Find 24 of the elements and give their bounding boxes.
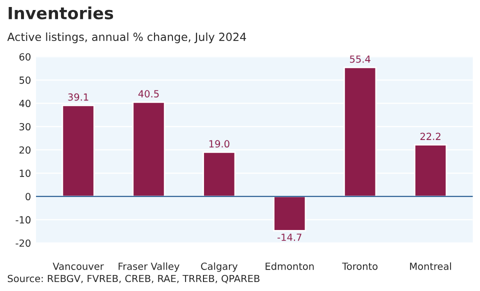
data-label: -14.7 xyxy=(278,234,302,241)
y-tick-label: 0 xyxy=(26,192,30,200)
chart-subtitle: Active listings, annual % change, July 2024 xyxy=(7,32,246,44)
chart-title: Inventories xyxy=(8,6,114,20)
y-tick-label: -10 xyxy=(16,216,30,224)
y-tick-label: 10 xyxy=(20,170,30,177)
data-label: 55.4 xyxy=(350,56,370,63)
x-tick-label: Toronto xyxy=(342,262,378,270)
x-tick-label: Vancouver xyxy=(52,262,104,270)
y-tick-label: 40 xyxy=(19,100,30,108)
data-label: 40.5 xyxy=(138,90,159,98)
source-note: Source: REBGV, FVREB, CREB, RAE, TRREB, QPAREB xyxy=(8,274,260,284)
x-tick-label: Fraser Valley xyxy=(118,262,180,272)
y-tick-label: 20 xyxy=(19,146,30,154)
data-label: 22.2 xyxy=(420,132,440,140)
x-tick-label: Edmonton xyxy=(266,262,314,270)
x-tick-label: Montreal xyxy=(410,262,451,270)
data-label: 19.0 xyxy=(209,140,230,148)
y-tick-label: 30 xyxy=(20,123,30,130)
x-tick-label: Calgary xyxy=(201,262,238,272)
y-tick-label: -20 xyxy=(16,239,30,247)
y-tick-label: 50 xyxy=(20,76,30,84)
data-label: 39.1 xyxy=(68,93,88,101)
y-tick-label: 60 xyxy=(19,53,30,61)
